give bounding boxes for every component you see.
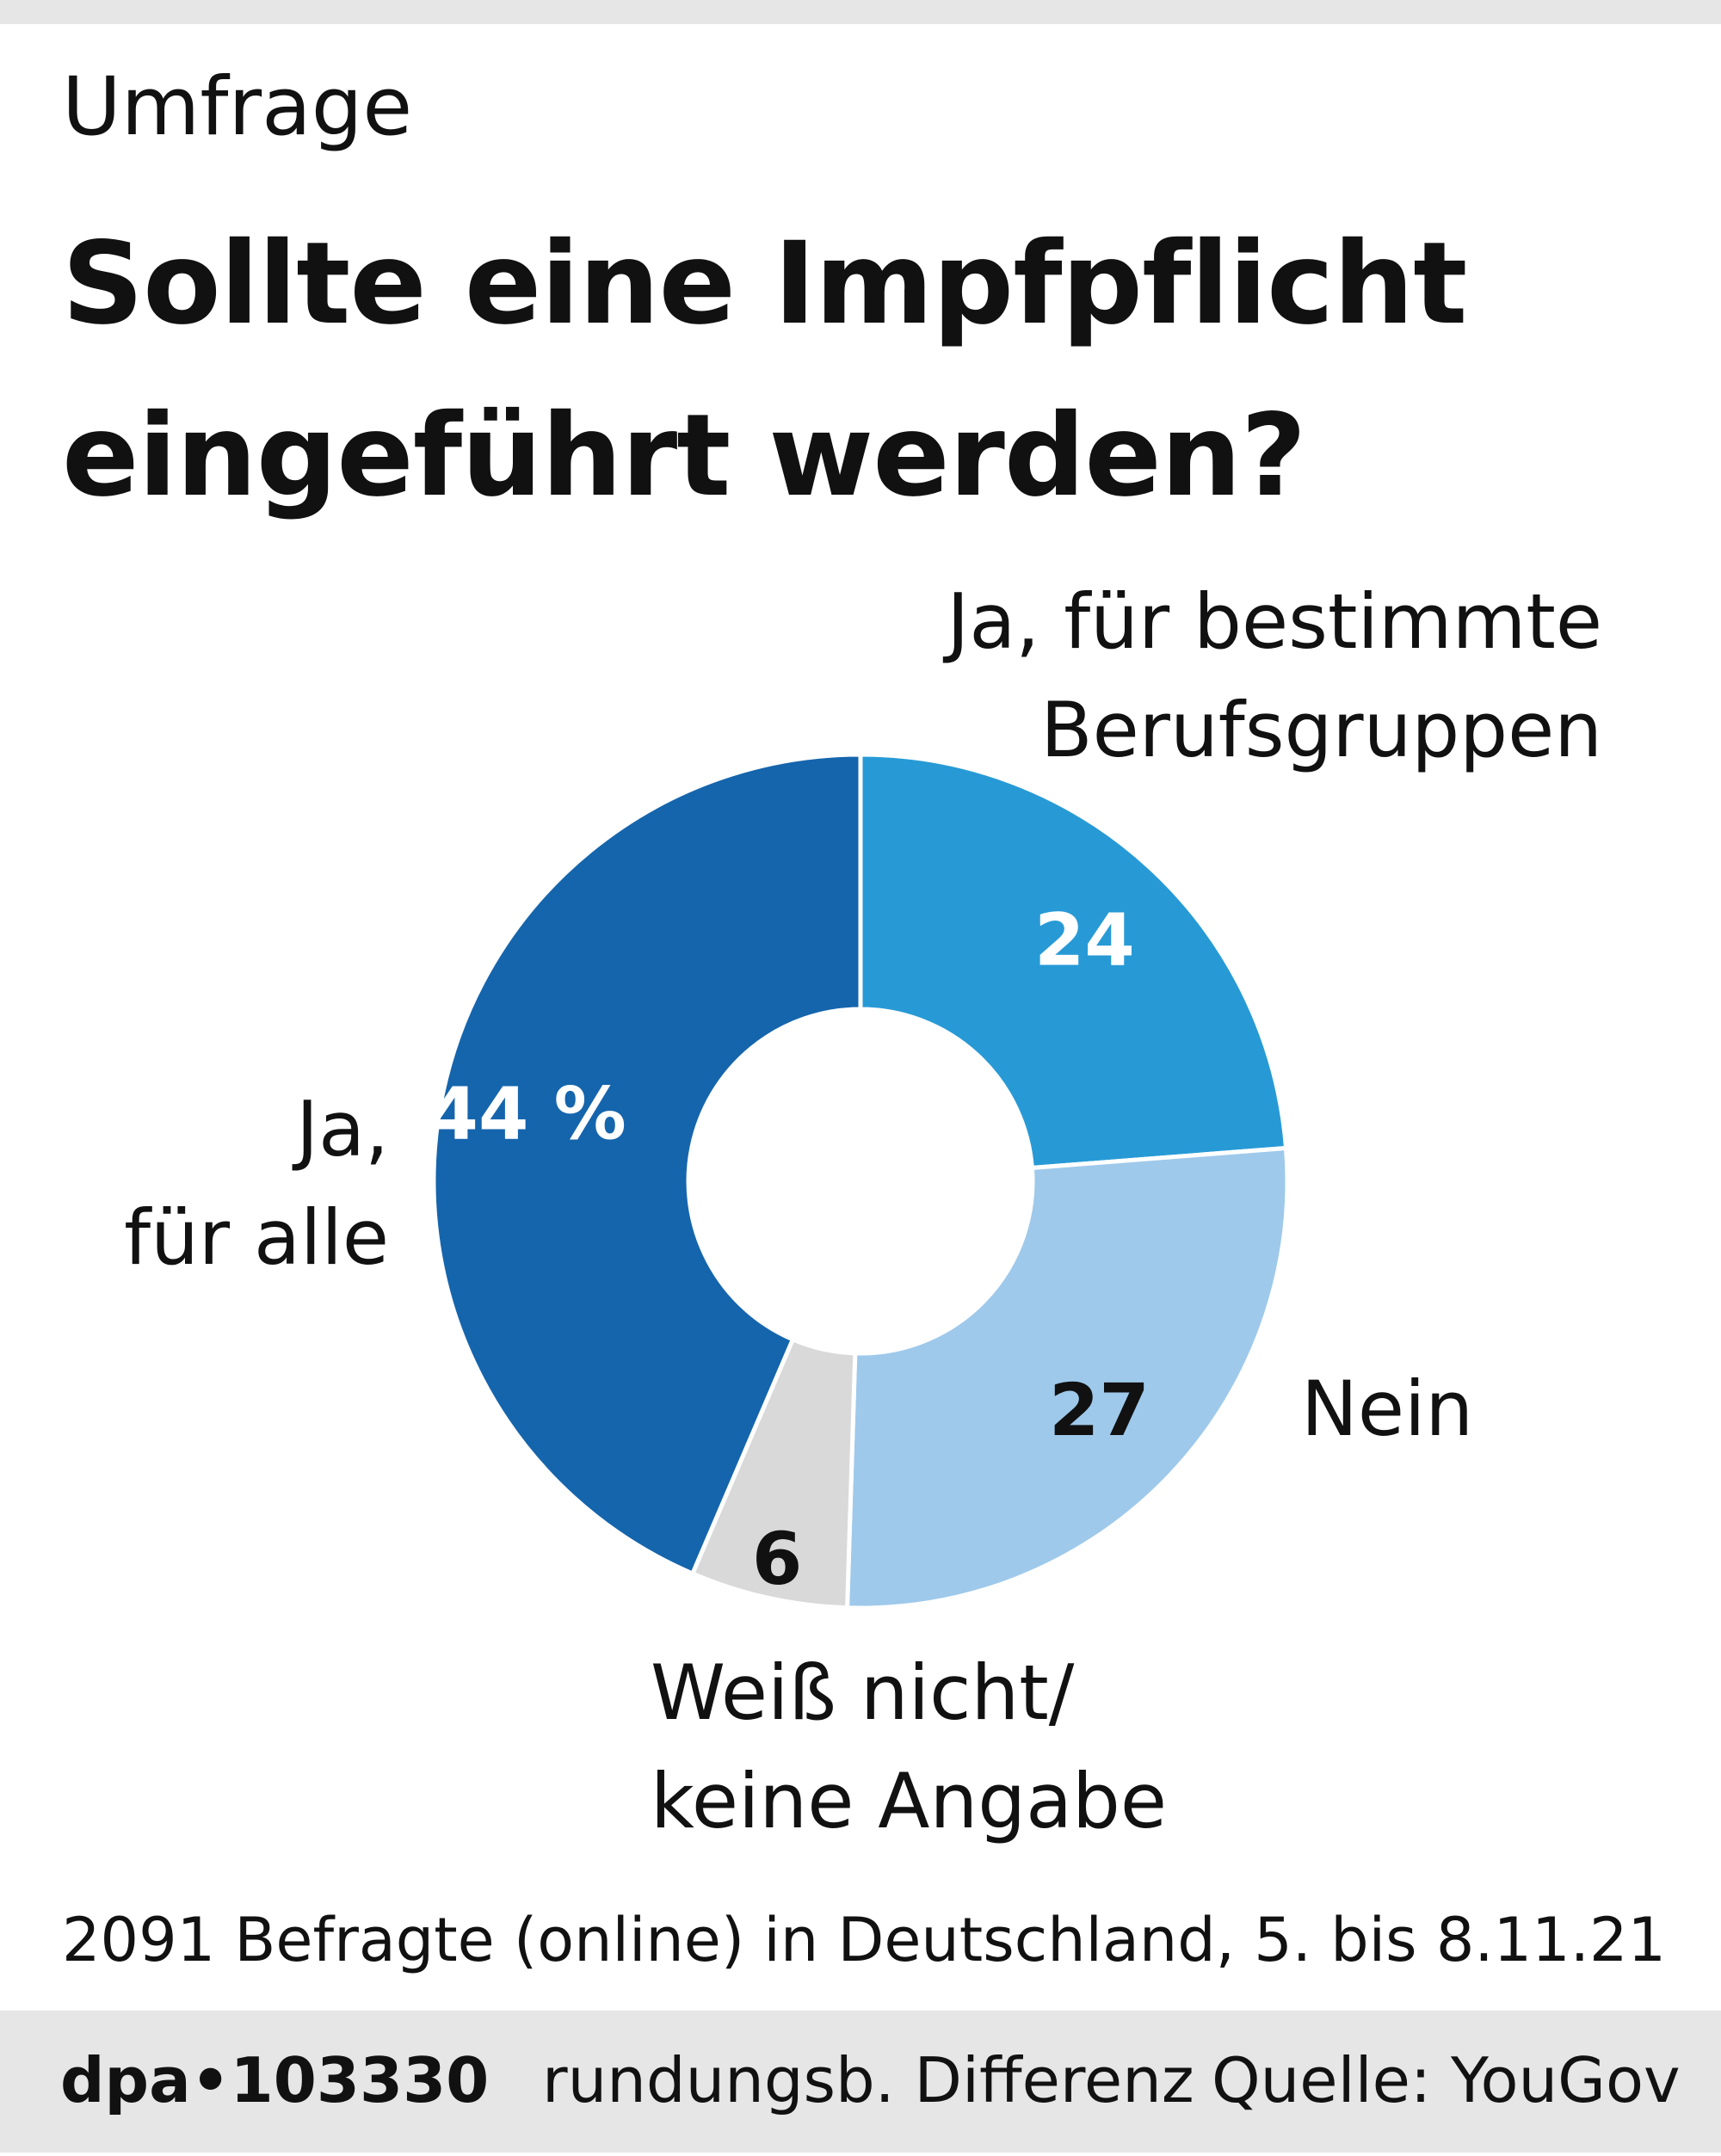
donut-slice [858, 752, 1289, 1171]
label-line: Berufsgruppen [1040, 686, 1602, 774]
graphic-id: dpa•103330 [60, 2044, 490, 2116]
title-line-2: eingeführt werden? [62, 390, 1306, 522]
label-line: Ja, für bestimmte [947, 577, 1602, 666]
slice-value-label: 44 % [429, 1072, 626, 1156]
footer-bar: dpa•103330 rundungsb. Differenz Quelle: … [0, 2011, 1721, 2153]
slice-value-label: 24 [1034, 897, 1135, 982]
label-nein: Nein [1301, 1364, 1474, 1453]
title-line-1: Sollte eine Impfpflicht [62, 218, 1467, 350]
label-line: keine Angabe [651, 1757, 1168, 1845]
slice-value-label: 27 [1049, 1368, 1150, 1452]
label-line: Ja, [296, 1085, 389, 1173]
label-berufsgruppen: Ja, für bestimmte Berufsgruppen [947, 568, 1602, 785]
chart-title: Sollte eine Impfpflicht eingeführt werde… [62, 198, 1467, 542]
label-weiss-nicht: Weiß nicht/ keine Angabe [651, 1639, 1167, 1856]
footnote: 2091 Befragte (online) in Deutschland, 5… [62, 1905, 1667, 1975]
kicker: Umfrage [62, 60, 413, 154]
label-ja-fuer-alle: Ja, für alle [124, 1075, 389, 1292]
donut-slice [844, 1145, 1290, 1611]
source: Quelle: YouGov [1212, 2044, 1681, 2116]
top-bar [0, 0, 1721, 24]
donut-slice [431, 752, 863, 1577]
rounding-note: rundungsb. Differenz [542, 2044, 1194, 2116]
slice-value-label: 6 [752, 1517, 802, 1601]
label-line: für alle [124, 1193, 389, 1282]
label-line: Weiß nicht/ [651, 1648, 1075, 1737]
